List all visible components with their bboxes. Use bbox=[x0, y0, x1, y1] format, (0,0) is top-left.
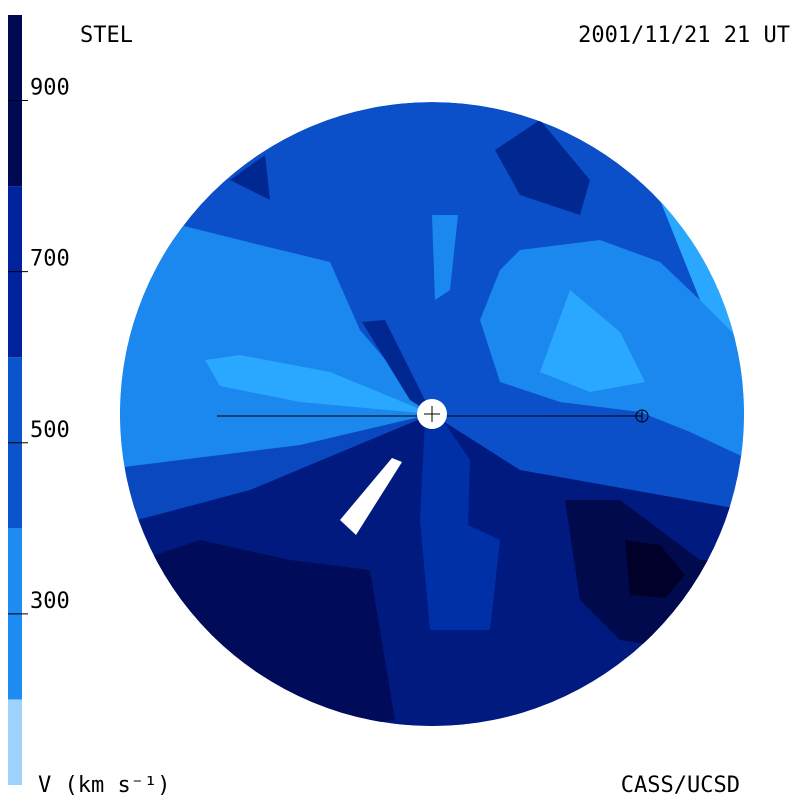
axis-label: V (km s⁻¹) bbox=[38, 773, 170, 798]
title: STEL bbox=[80, 23, 133, 48]
colorbar-tick-label: 500 bbox=[30, 418, 70, 443]
colorbar: 300 500 700 900 bbox=[8, 15, 70, 785]
colorbar-tick-label: 300 bbox=[30, 589, 70, 614]
velocity-map bbox=[120, 102, 744, 726]
date: 2001/11/21 21 UT bbox=[578, 23, 790, 48]
credit: CASS/UCSD bbox=[621, 773, 740, 798]
colorbar-tick-label: 900 bbox=[30, 76, 70, 101]
colorbar-tick-label: 700 bbox=[30, 247, 70, 272]
colorbar-band bbox=[8, 699, 22, 785]
